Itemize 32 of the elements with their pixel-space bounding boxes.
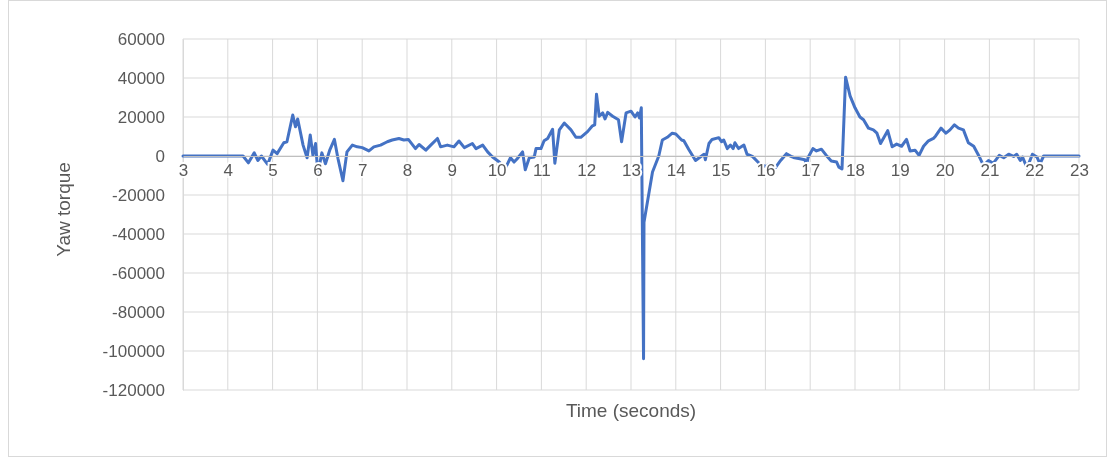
x-tick-label: 5 — [268, 161, 278, 181]
x-tick-label: 16 — [756, 161, 776, 181]
x-tick-label: 22 — [1025, 161, 1045, 181]
x-tick-label: 17 — [801, 161, 821, 181]
x-tick-label: 4 — [223, 161, 234, 181]
x-axis-title: Time (seconds) — [565, 400, 697, 421]
x-tick-label: 21 — [980, 161, 1000, 181]
x-tick-label: 11 — [533, 161, 551, 181]
x-tick-label: 20 — [935, 161, 955, 181]
y-tick-label: 0 — [155, 146, 165, 166]
x-tick-label: 12 — [577, 161, 597, 181]
y-tick-label: -120000 — [102, 380, 165, 400]
x-tick-label: 18 — [846, 161, 865, 181]
x-tick-label: 15 — [711, 161, 731, 181]
y-tick-label: -80000 — [112, 302, 165, 322]
y-tick-label: 60000 — [117, 29, 165, 49]
y-tick-label: -60000 — [112, 263, 165, 283]
x-tick-label: 23 — [1070, 161, 1089, 181]
x-tick-label: 3 — [178, 161, 189, 181]
x-tick-label: 14 — [666, 161, 686, 181]
x-tick-label: 8 — [402, 161, 413, 181]
x-tick-label: 7 — [357, 161, 368, 181]
x-tick-label: 6 — [313, 161, 323, 181]
x-tick-label: 10 — [487, 161, 507, 181]
x-tick-label: 19 — [890, 161, 910, 181]
y-tick-label: 20000 — [117, 107, 165, 127]
y-tick-label: -40000 — [112, 224, 165, 244]
y-axis-title: Yaw torque — [53, 162, 74, 257]
x-tick-label: 9 — [447, 161, 458, 181]
y-tick-label: -100000 — [102, 341, 165, 361]
y-tick-label: 40000 — [117, 68, 165, 88]
y-tick-label: -20000 — [112, 185, 165, 205]
